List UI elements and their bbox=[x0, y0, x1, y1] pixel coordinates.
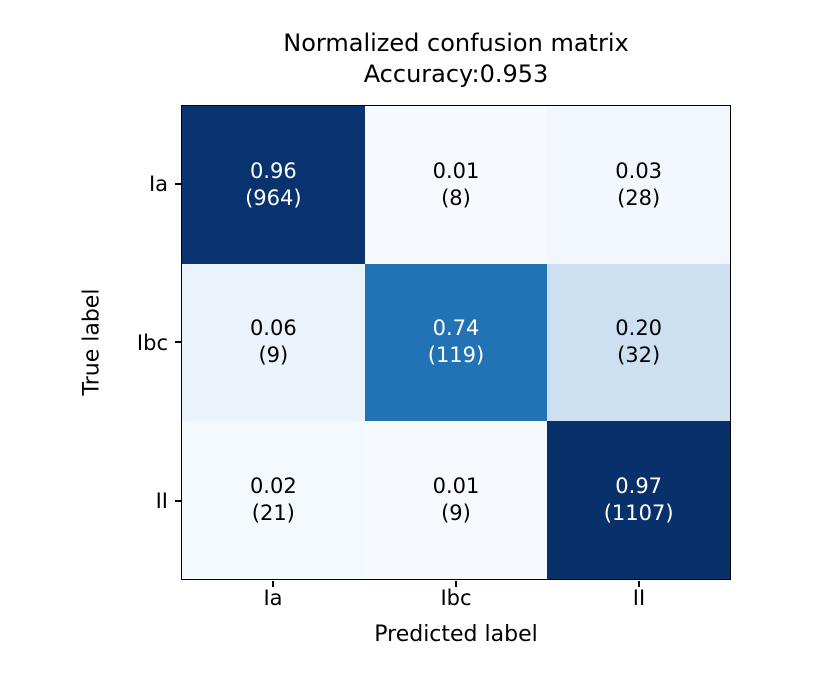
cell-Ibc-Ibc: 0.74 (119) bbox=[364, 263, 548, 422]
cell-count: (119) bbox=[427, 343, 485, 368]
cell-normalized-value: 0.74 bbox=[432, 316, 480, 341]
ytick-mark bbox=[175, 183, 181, 185]
cell-count: (28) bbox=[617, 185, 661, 210]
ytick-label-Ia: Ia bbox=[148, 172, 168, 196]
cell-count: (21) bbox=[251, 501, 295, 526]
xtick-label-Ia: Ia bbox=[263, 586, 283, 610]
cell-normalized-value: 0.02 bbox=[249, 474, 297, 499]
xtick-label-Ibc: Ibc bbox=[440, 586, 472, 610]
cell-normalized-value: 0.97 bbox=[615, 474, 663, 499]
cell-count: (9) bbox=[258, 343, 289, 368]
ytick-mark bbox=[175, 341, 181, 343]
xtick-mark bbox=[455, 581, 457, 587]
cell-Ibc-Ia: 0.06 (9) bbox=[182, 263, 365, 422]
cell-normalized-value: 0.96 bbox=[249, 158, 297, 183]
xtick-label-II: II bbox=[632, 586, 646, 610]
cell-Ibc-II: 0.20 (32) bbox=[547, 263, 730, 422]
cell-count: (1107) bbox=[603, 501, 674, 526]
ytick-label-II: II bbox=[155, 489, 168, 513]
cell-normalized-value: 0.01 bbox=[432, 474, 480, 499]
cell-count: (964) bbox=[245, 185, 302, 210]
cell-Ia-II: 0.03 (28) bbox=[547, 106, 730, 264]
cell-normalized-value: 0.03 bbox=[615, 158, 663, 183]
chart-subtitle-accuracy: Accuracy:0.953 bbox=[363, 60, 549, 88]
xtick-mark bbox=[638, 581, 640, 587]
y-axis-label: True label bbox=[79, 288, 105, 396]
cell-count: (9) bbox=[441, 501, 471, 526]
xtick-mark bbox=[272, 581, 274, 587]
cell-II-Ia: 0.02 (21) bbox=[182, 421, 365, 579]
cell-II-II: 0.97 (1107) bbox=[547, 421, 730, 579]
cell-normalized-value: 0.01 bbox=[432, 158, 480, 183]
ytick-label-Ibc: Ibc bbox=[136, 330, 168, 355]
chart-title-line: Normalized confusion matrix bbox=[283, 29, 629, 57]
cell-II-Ibc: 0.01 (9) bbox=[364, 421, 548, 579]
ytick-mark bbox=[175, 500, 181, 502]
cell-Ia-Ia: 0.96 (964) bbox=[182, 106, 365, 264]
heatmap-grid: 0.96 (964) 0.01 (8) 0.03 (28) 0.06 (9) 0.74 (119)… bbox=[181, 105, 731, 580]
cell-count: (8) bbox=[441, 185, 471, 210]
cell-count: (32) bbox=[617, 343, 661, 368]
x-axis-label: Predicted label bbox=[374, 622, 538, 647]
chart-title: Normalized confusion matrix Accuracy:0.9… bbox=[181, 28, 731, 90]
cell-normalized-value: 0.20 bbox=[615, 316, 663, 341]
cell-normalized-value: 0.06 bbox=[249, 316, 297, 341]
cell-Ia-Ibc: 0.01 (8) bbox=[364, 106, 548, 264]
